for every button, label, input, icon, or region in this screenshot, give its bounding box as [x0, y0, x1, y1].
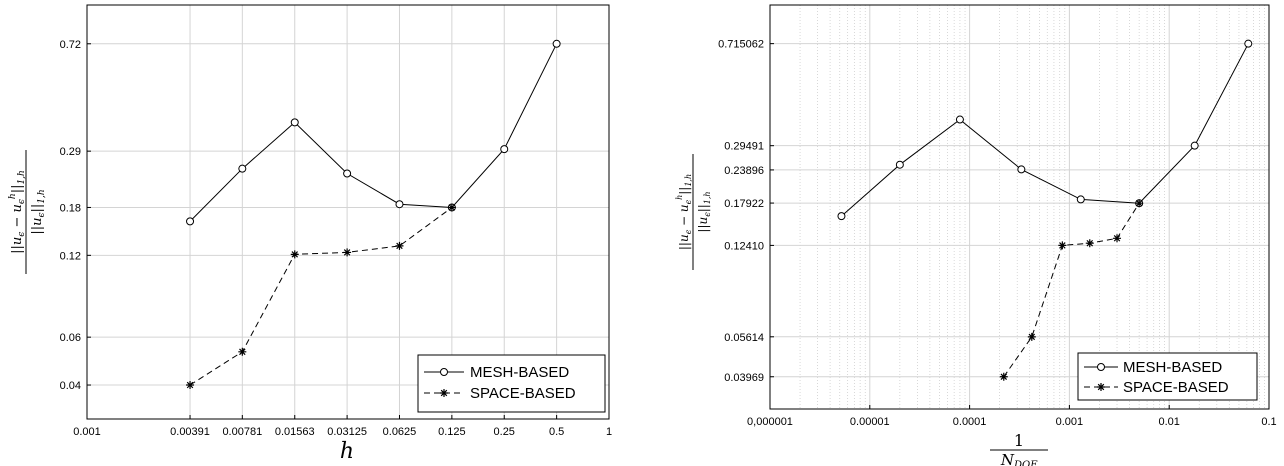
y-tick-label: 0.17922 [724, 198, 764, 210]
chart-right: 0,000001 0.00001 0.0001 0.001 0.01 0.1 0.03969… [675, 4, 1277, 466]
data-point-mesh [186, 217, 195, 226]
svg-text:||uϵ − uϵh||1,h: ||uϵ − uϵh||1,h [675, 174, 693, 250]
data-point-space [447, 203, 456, 212]
data-point-mesh [895, 160, 904, 169]
y-tick-label: 0.29 [60, 146, 81, 158]
x-axis-label: 1 NDOF [990, 431, 1048, 466]
svg-text:NDOF: NDOF [1000, 451, 1038, 466]
legend-marker-mesh [1097, 363, 1105, 371]
x-tick-label: 0.01563 [275, 426, 315, 438]
y-tick-label: 0.12 [60, 250, 81, 262]
data-point-space [1135, 199, 1144, 208]
legend-marker-space [1097, 383, 1105, 391]
data-point-space [238, 347, 247, 356]
svg-text:||uϵ||1,h: ||uϵ||1,h [696, 191, 712, 232]
y-tick-label: 0.12410 [724, 240, 764, 252]
y-tick-label: 0.18 [60, 202, 81, 214]
data-point-mesh [290, 118, 299, 127]
svg-text:1: 1 [1014, 431, 1024, 450]
y-tick-label: 0.29491 [724, 141, 764, 153]
data-point-mesh [1190, 141, 1199, 150]
x-tick-label: 0,000001 [747, 416, 793, 428]
svg-text:||uϵ − uϵh||1,h: ||uϵ − uϵh||1,h [8, 170, 27, 254]
data-point-mesh [1076, 195, 1085, 204]
data-point-space [999, 372, 1008, 381]
data-point-mesh [552, 39, 561, 48]
legend-marker-mesh [440, 368, 448, 376]
y-tick-label: 0.03969 [724, 372, 764, 384]
y-axis-label: ||uϵ − uϵh||1,h ||uϵ||1,h [675, 154, 712, 270]
x-tick-label: 1 [606, 426, 612, 438]
data-point-space [186, 381, 195, 390]
legend: MESH-BASED SPACE-BASED [1077, 352, 1258, 401]
series-line-mesh [189, 43, 558, 222]
legend-label-space: SPACE-BASED [1123, 379, 1229, 396]
x-tick-label: 0.03125 [327, 426, 367, 438]
data-point-mesh [955, 115, 964, 124]
x-tick-label: 0.01 [1158, 416, 1179, 428]
x-tick-label: 0.125 [438, 426, 466, 438]
x-tick-label: 0.001 [1056, 416, 1084, 428]
data-point-mesh [1244, 39, 1253, 48]
legend-label-mesh: MESH-BASED [470, 364, 569, 381]
series-line-space [189, 207, 453, 386]
data-point-space [1058, 241, 1067, 250]
chart-left: 0.001 0.00391 0.00781 0.01563 0.03125 0.0625 0… [8, 4, 612, 464]
x-tick-label: 0.1 [1261, 416, 1276, 428]
x-tick-label: 0.001 [73, 426, 101, 438]
legend-label-space: SPACE-BASED [470, 385, 576, 402]
y-tick-label: 0.72 [60, 39, 81, 51]
data-point-mesh [837, 212, 846, 221]
data-point-mesh [343, 169, 352, 178]
y-tick-label: 0.715062 [718, 39, 764, 51]
data-point-space [1085, 239, 1094, 248]
data-point-space [395, 241, 404, 250]
data-point-mesh [238, 164, 247, 173]
x-axis-label: h [340, 439, 354, 464]
x-tick-label: 0.25 [494, 426, 515, 438]
x-tick-label: 0.5 [549, 426, 564, 438]
y-axis-label: ||uϵ − uϵh||1,h ||uϵ||1,h [8, 150, 47, 274]
y-tick-label: 0.23896 [724, 165, 764, 177]
x-tick-label: 0.0625 [383, 426, 417, 438]
data-point-mesh [1017, 165, 1026, 174]
data-point-space [1113, 234, 1122, 243]
data-point-mesh [395, 200, 404, 209]
series-line-space [1003, 202, 1140, 377]
legend-label-mesh: MESH-BASED [1123, 359, 1222, 376]
x-tick-label: 0.0001 [953, 416, 987, 428]
series-line-mesh [841, 43, 1249, 217]
y-tick-label: 0.04 [60, 380, 81, 392]
data-point-space [1027, 332, 1036, 341]
y-tick-label: 0.06 [60, 332, 81, 344]
legend: MESH-BASED SPACE-BASED [417, 354, 606, 413]
legend-marker-space [440, 389, 448, 397]
data-point-mesh [500, 145, 509, 154]
data-point-space [290, 250, 299, 259]
svg-text:||uϵ||1,h: ||uϵ||1,h [30, 189, 47, 234]
x-tick-label: 0.00001 [850, 416, 890, 428]
x-tick-label: 0.00781 [222, 426, 262, 438]
y-tick-label: 0.05614 [724, 332, 764, 344]
data-point-space [343, 248, 352, 257]
x-tick-label: 0.00391 [170, 426, 210, 438]
